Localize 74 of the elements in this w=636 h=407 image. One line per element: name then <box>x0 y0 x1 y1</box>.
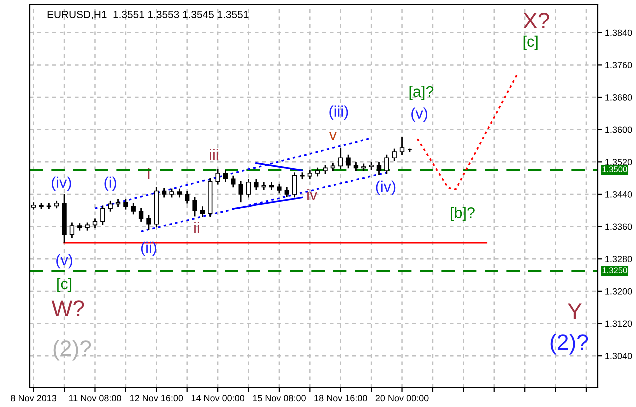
y-tick-label: 1.3440 <box>606 191 632 198</box>
chart-title: EURUSD,H1 1.3551 1.3553 1.3545 1.3551 <box>48 11 249 20</box>
annotation: (iv) <box>52 176 72 192</box>
annotation: iii <box>210 148 218 160</box>
candlestick <box>124 198 128 211</box>
candlestick <box>200 206 206 218</box>
candlestick <box>284 186 290 198</box>
annotation: i <box>148 168 150 180</box>
y-tick-label: 1.3120 <box>606 320 632 328</box>
y-tick-label: 1.3840 <box>606 30 632 36</box>
annotation: iv <box>308 188 318 200</box>
annotation: [b]? <box>451 207 475 222</box>
candlestick <box>392 148 397 162</box>
candlestick <box>92 218 98 230</box>
y-tick-label: 1.3360 <box>606 224 632 230</box>
annotation: (v) <box>56 254 72 269</box>
ref-line-label: 1.3250 <box>602 268 628 274</box>
y-tick-label: 1.3760 <box>606 62 632 69</box>
y-tick-label: 1.3600 <box>606 126 632 134</box>
candlestick <box>185 190 190 204</box>
candlestick <box>323 164 328 175</box>
annotation: ii <box>194 222 200 234</box>
y-tick-label: 1.3680 <box>606 94 632 101</box>
candlestick <box>70 222 75 239</box>
y-tick-label: 1.3520 <box>606 159 632 166</box>
annotation: v <box>329 132 337 140</box>
candlestick <box>254 178 259 192</box>
candlestick <box>108 200 113 213</box>
annotation: [c] <box>524 36 538 50</box>
candlestick <box>216 168 220 186</box>
candlestick <box>400 136 405 156</box>
annotation: X? <box>524 13 550 29</box>
candlestick <box>100 205 106 226</box>
annotation: [c] <box>58 278 72 293</box>
y-tick-label: 1.3040 <box>606 353 632 360</box>
x-tick-label: 15 Nov 08:00 <box>253 395 306 402</box>
x-tick-label: 11 Nov 08:00 <box>69 395 122 402</box>
annotation: (iii) <box>330 106 348 120</box>
candlestick <box>338 147 344 170</box>
x-tick-label: 18 Nov 16:00 <box>314 395 368 402</box>
y-tick-label: 1.3280 <box>606 256 632 262</box>
x-tick-label: 8 Nov 2013 <box>11 395 57 402</box>
x-tick-label: 20 Nov 00:00 <box>376 395 429 402</box>
annotation: (2)? <box>54 340 92 361</box>
candlestick <box>354 161 359 172</box>
y-tick-label: 1.3200 <box>606 288 632 295</box>
candlestick <box>238 180 244 204</box>
x-tick-label: 12 Nov 16:00 <box>130 395 184 402</box>
candlestick <box>376 161 382 176</box>
candlestick <box>277 183 282 194</box>
line-series <box>256 162 304 172</box>
candlestick <box>308 170 312 180</box>
annotation: [a]? <box>410 86 434 100</box>
annotation: (2)? <box>550 334 588 355</box>
candlestick <box>131 202 136 216</box>
candlestick <box>162 187 167 198</box>
candlestick <box>192 196 198 218</box>
candlestick <box>231 175 236 188</box>
line-series <box>232 196 304 210</box>
candlestick <box>292 172 298 198</box>
annotation: (ii) <box>141 242 157 256</box>
annotation: (v) <box>412 108 428 122</box>
candlestick <box>346 154 351 170</box>
candlestick <box>146 214 152 231</box>
candlestick <box>384 154 390 175</box>
candlestick <box>138 208 144 223</box>
ref-line-label: 1.3500 <box>602 166 628 172</box>
annotation: (i) <box>104 176 116 192</box>
annotation: (iv) <box>376 180 396 196</box>
candlestick <box>246 178 252 198</box>
candlestick <box>223 170 228 184</box>
annotation: Y <box>568 304 582 320</box>
x-tick-label: 14 Nov 00:00 <box>192 395 245 402</box>
annotation: W? <box>52 300 84 316</box>
